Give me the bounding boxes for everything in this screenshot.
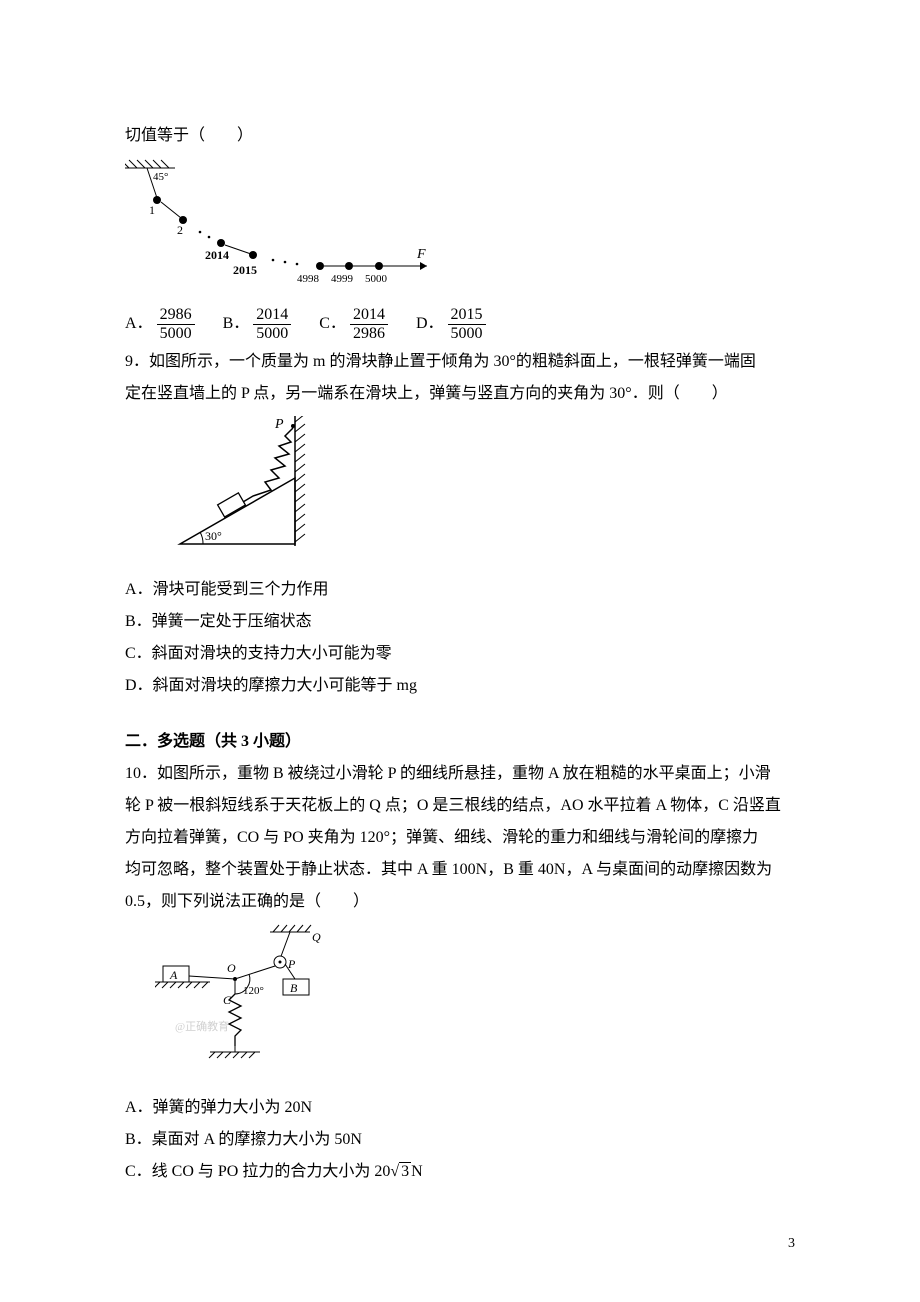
q8-tail: 切值等于（ ）: [125, 120, 795, 152]
svg-text:2015: 2015: [233, 263, 257, 277]
svg-text:2: 2: [177, 223, 183, 237]
svg-text:2014: 2014: [205, 248, 229, 262]
section-2-title: 二．多选题（共 3 小题）: [125, 726, 795, 758]
svg-text:C: C: [223, 993, 232, 1007]
q10-stem-4: 均可忽略，整个装置处于静止状态．其中 A 重 100N，B 重 40N，A 与桌…: [125, 854, 795, 886]
q10-stem-2: 轮 P 被一根斜短线系于天花板上的 Q 点；O 是三根线的结点，AO 水平拉着 …: [125, 790, 795, 822]
q10-figure: Q P A O: [125, 924, 795, 1086]
q10-opt-a: A．弹簧的弹力大小为 20N: [125, 1092, 795, 1124]
q8-options: A． 29865000 B． 20145000 C． 20142986 D． 2…: [125, 306, 795, 342]
q9-opt-d: D．斜面对滑块的摩擦力大小可能等于 mg: [125, 670, 795, 702]
svg-text:4998: 4998: [297, 273, 320, 285]
label-p: P: [274, 417, 284, 432]
q9-opt-b: B．弹簧一定处于压缩状态: [125, 606, 795, 638]
page-content: 切值等于（ ） 45° 1 2: [0, 0, 920, 1188]
svg-text:5000: 5000: [365, 273, 388, 285]
svg-text:B: B: [290, 981, 298, 995]
page-number: 3: [788, 1236, 795, 1252]
q9-stem-1: 9．如图所示，一个质量为 m 的滑块静止置于倾角为 30°的粗糙斜面上，一根轻弹…: [125, 346, 795, 378]
q8-opt-b: B． 20145000: [223, 306, 292, 342]
q9-figure: 30° P: [125, 416, 795, 568]
q8-opt-c: C． 20142986: [319, 306, 388, 342]
svg-text:4999: 4999: [331, 273, 354, 285]
force-label: F: [416, 247, 426, 262]
q10-opt-c: C．线 CO 与 PO 拉力的合力大小为 20√3N: [125, 1156, 795, 1188]
q9-opt-c: C．斜面对滑块的支持力大小可能为零: [125, 638, 795, 670]
watermark: @正确教育: [175, 1019, 229, 1033]
angle-30: 30°: [205, 529, 222, 543]
q8-opt-d: D． 20155000: [416, 306, 486, 342]
q10-opt-b: B．桌面对 A 的摩擦力大小为 50N: [125, 1124, 795, 1156]
q8-opt-a: A． 29865000: [125, 306, 195, 342]
angle-45: 45°: [153, 171, 168, 183]
q10-stem-3: 方向拉着弹簧，CO 与 PO 夹角为 120°；弹簧、细线、滑轮的重力和细线与滑…: [125, 822, 795, 854]
q10-stem-5: 0.5，则下列说法正确的是（ ）: [125, 886, 795, 918]
q9-opt-a: A．滑块可能受到三个力作用: [125, 574, 795, 606]
q8-figure: 45° 1 2 2014 2015 4998 4999: [125, 158, 795, 300]
svg-text:O: O: [227, 961, 236, 975]
svg-text:1: 1: [149, 203, 155, 217]
q10-stem-1: 10．如图所示，重物 B 被绕过小滑轮 P 的细线所悬挂，重物 A 放在粗糙的水…: [125, 758, 795, 790]
q9-stem-2: 定在竖直墙上的 P 点，另一端系在滑块上，弹簧与竖直方向的夹角为 30°．则（ …: [125, 378, 795, 410]
svg-text:A: A: [169, 968, 178, 982]
svg-text:120°: 120°: [243, 985, 264, 997]
svg-text:Q: Q: [312, 930, 321, 944]
